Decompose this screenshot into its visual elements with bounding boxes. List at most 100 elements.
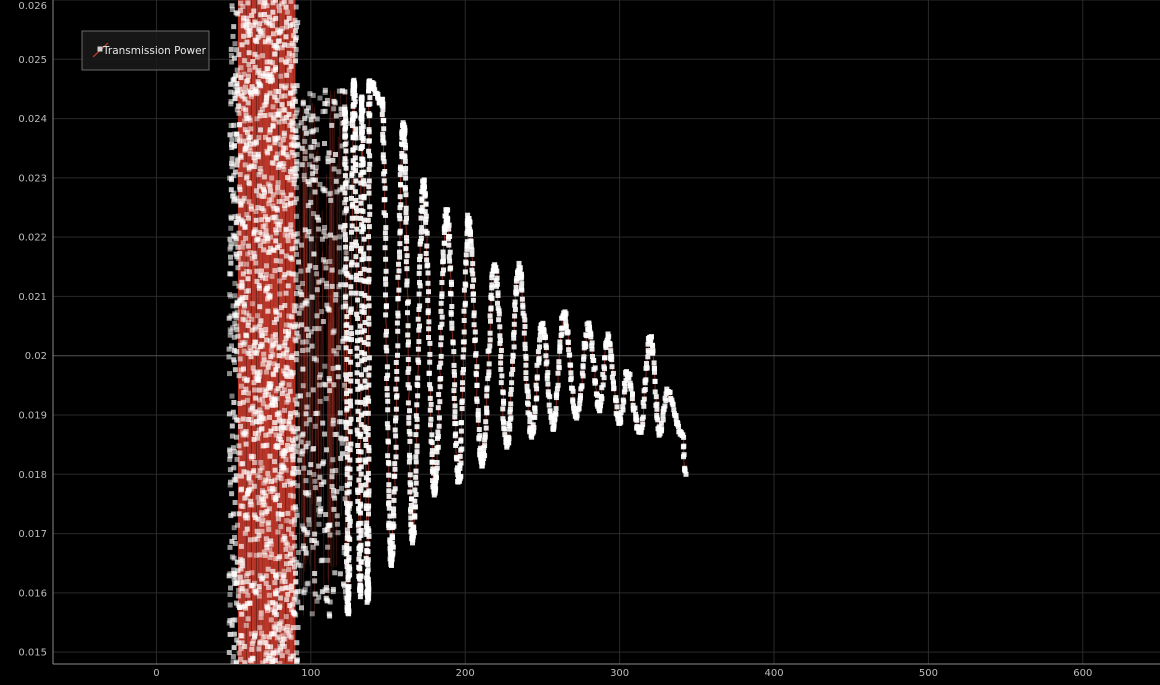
data-point	[551, 425, 557, 430]
data-point	[364, 572, 370, 578]
data-point	[359, 350, 365, 355]
data-point	[275, 189, 281, 195]
data-point	[287, 322, 293, 328]
data-point	[385, 453, 391, 459]
data-point	[298, 563, 304, 569]
data-point	[626, 375, 632, 381]
series-line-segment	[331, 185, 334, 428]
legend-box	[81, 30, 210, 71]
data-point	[294, 412, 300, 418]
data-point	[315, 142, 320, 148]
data-point	[462, 300, 468, 306]
data-point	[446, 242, 452, 248]
data-point	[283, 145, 288, 151]
data-point	[236, 443, 242, 449]
data-point	[261, 17, 267, 23]
data-point	[310, 113, 316, 119]
data-point	[249, 13, 255, 18]
data-point	[316, 512, 322, 518]
data-point	[237, 450, 243, 456]
data-point	[359, 116, 365, 122]
data-point	[351, 93, 357, 99]
data-point	[299, 162, 305, 168]
data-point	[407, 408, 412, 414]
data-point	[353, 277, 359, 283]
data-point	[237, 134, 243, 140]
data-point	[282, 303, 288, 308]
data-point	[234, 637, 240, 643]
data-point	[384, 376, 390, 381]
data-point	[555, 382, 561, 388]
data-point	[349, 246, 354, 251]
data-point	[519, 287, 525, 293]
data-point	[365, 541, 371, 547]
data-point	[245, 579, 251, 584]
data-point	[264, 442, 270, 448]
data-point	[471, 310, 477, 316]
data-point	[485, 376, 491, 382]
data-point	[392, 427, 398, 433]
data-point	[303, 421, 309, 427]
data-point	[243, 622, 249, 628]
data-point	[249, 316, 255, 322]
data-point	[316, 279, 322, 285]
data-point	[347, 429, 353, 435]
data-point	[344, 357, 350, 362]
data-point	[229, 7, 235, 12]
data-point	[343, 419, 349, 425]
data-point	[681, 434, 687, 440]
data-point	[241, 366, 246, 372]
data-point	[662, 395, 668, 401]
data-point	[227, 467, 233, 473]
data-point	[352, 145, 358, 151]
data-point	[360, 160, 366, 166]
data-point	[228, 89, 234, 95]
data-point	[438, 360, 444, 366]
data-point	[487, 337, 493, 343]
data-point	[462, 281, 468, 287]
data-point	[238, 153, 244, 159]
data-point	[227, 456, 233, 462]
data-point	[261, 490, 267, 495]
data-point	[231, 122, 237, 128]
data-point	[441, 258, 446, 264]
data-point	[347, 523, 353, 528]
data-point	[406, 459, 412, 465]
data-point	[603, 345, 609, 350]
data-point	[250, 420, 256, 426]
data-point	[270, 31, 276, 37]
legend[interactable]: Transmission Power	[81, 30, 210, 71]
data-point	[609, 374, 615, 380]
data-point	[342, 496, 348, 502]
data-point	[302, 138, 308, 144]
data-point	[307, 417, 313, 423]
data-point	[332, 570, 338, 576]
data-point	[272, 606, 278, 612]
data-point	[577, 395, 583, 401]
data-point	[276, 227, 282, 232]
data-point	[406, 339, 411, 345]
data-point	[397, 216, 403, 222]
data-point	[339, 485, 344, 491]
data-point	[252, 387, 258, 393]
data-point	[242, 146, 248, 151]
data-point	[555, 370, 561, 376]
data-point	[350, 201, 356, 207]
data-point	[301, 172, 307, 178]
data-point	[386, 488, 392, 494]
data-point	[559, 331, 565, 337]
data-point	[333, 297, 339, 303]
data-point	[344, 376, 349, 382]
data-point	[383, 212, 388, 218]
data-point	[244, 397, 250, 403]
data-point	[287, 478, 293, 484]
data-point	[342, 111, 348, 116]
data-point	[244, 378, 250, 384]
data-area	[226, 0, 689, 664]
data-point	[289, 149, 295, 155]
data-point	[258, 460, 264, 465]
data-point	[294, 323, 300, 329]
data-point	[660, 417, 666, 423]
data-point	[276, 162, 282, 168]
